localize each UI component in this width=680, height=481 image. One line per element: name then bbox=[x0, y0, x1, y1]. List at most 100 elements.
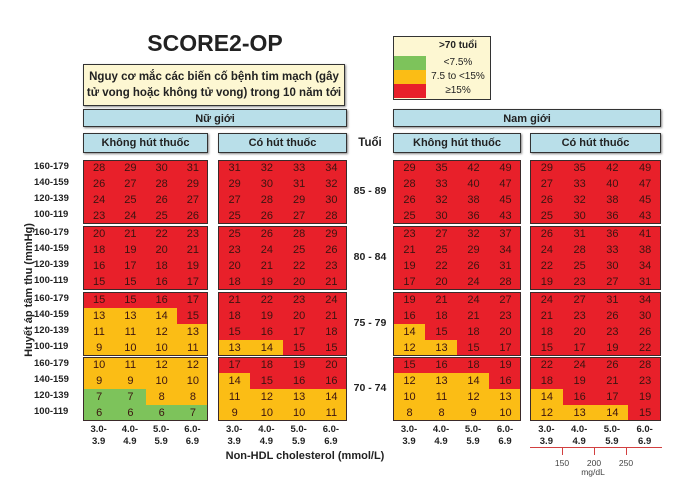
risk-cell: 17 bbox=[562, 340, 597, 355]
risk-cell: 24 bbox=[250, 242, 284, 258]
risk-cell: 24 bbox=[314, 293, 346, 308]
risk-cell: 14 bbox=[531, 389, 564, 405]
risk-cell: 21 bbox=[425, 293, 458, 308]
mg-dl-scale-line bbox=[530, 447, 662, 448]
risk-cell: 14 bbox=[394, 324, 426, 340]
risk-cell: 16 bbox=[84, 258, 116, 274]
male-nonsmoker-header: Không hút thuốc bbox=[393, 133, 521, 153]
risk-cell: 40 bbox=[457, 176, 490, 192]
risk-cell: 18 bbox=[314, 324, 346, 340]
risk-cell: 16 bbox=[562, 389, 597, 405]
risk-cell: 21 bbox=[176, 242, 207, 258]
sbp-row-label: 120-139 bbox=[34, 259, 69, 270]
risk-cell: 20 bbox=[489, 324, 520, 340]
risk-cell: 26 bbox=[457, 258, 490, 274]
risk-cell: 31 bbox=[595, 293, 630, 308]
risk-cell: 22 bbox=[531, 258, 564, 274]
x-tick-label: 3.0- 3.9 bbox=[225, 424, 243, 447]
risk-cell: 28 bbox=[489, 274, 520, 289]
risk-cell: 15 bbox=[219, 324, 252, 340]
risk-cell: 21 bbox=[219, 293, 252, 308]
risk-cell: 24 bbox=[457, 293, 490, 308]
risk-cell: 29 bbox=[314, 227, 346, 242]
risk-cell: 9 bbox=[219, 405, 252, 420]
age-group-label: 85 - 89 bbox=[353, 185, 387, 197]
sbp-row-label: 120-139 bbox=[34, 390, 69, 401]
x-tick-label: 4.0- 4.9 bbox=[258, 424, 275, 447]
risk-cell: 19 bbox=[562, 373, 597, 389]
risk-cell: 18 bbox=[84, 242, 116, 258]
male-smoker-header: Có hút thuốc bbox=[530, 133, 661, 153]
risk-cell: 25 bbox=[145, 208, 178, 223]
risk-cell: 47 bbox=[628, 176, 660, 192]
x-tick-label: 3.0- 3.9 bbox=[400, 424, 418, 447]
risk-cell: 15 bbox=[176, 308, 207, 324]
risk-cell: 14 bbox=[250, 340, 284, 355]
risk-cell: 43 bbox=[628, 208, 660, 223]
risk-cell: 11 bbox=[219, 389, 252, 405]
risk-cell: 11 bbox=[114, 324, 147, 340]
risk-cell: 20 bbox=[314, 358, 346, 373]
risk-cell: 20 bbox=[282, 274, 316, 289]
risk-cell: 18 bbox=[457, 358, 490, 373]
risk-cell: 26 bbox=[595, 358, 630, 373]
sbp-row-label: 140-159 bbox=[34, 243, 69, 254]
chart-title: SCORE2-OP bbox=[147, 30, 283, 56]
risk-cell: 10 bbox=[176, 373, 207, 389]
risk-cell: 36 bbox=[595, 227, 630, 242]
risk-cell: 22 bbox=[145, 227, 178, 242]
risk-cell: 13 bbox=[425, 373, 458, 389]
risk-cell: 11 bbox=[114, 358, 147, 373]
risk-cell: 27 bbox=[595, 274, 630, 289]
mg-dl-tick bbox=[562, 447, 563, 455]
risk-cell: 19 bbox=[176, 258, 207, 274]
sbp-row-label: 120-139 bbox=[34, 325, 69, 336]
risk-cell: 20 bbox=[562, 324, 597, 340]
risk-block-female-smoker-age-2: 21 22 23 24 18 19 20 21 15 16 17 18 13 14 15 15 bbox=[218, 292, 347, 356]
legend-label: <7.5% bbox=[443, 57, 473, 68]
risk-cell: 28 bbox=[314, 208, 346, 223]
x-tick-label: 3.0- 3.9 bbox=[90, 424, 107, 447]
risk-cell: 32 bbox=[457, 227, 490, 242]
risk-cell: 10 bbox=[489, 405, 520, 420]
risk-cell: 34 bbox=[489, 242, 520, 258]
risk-cell: 21 bbox=[457, 308, 490, 324]
risk-cell: 28 bbox=[282, 227, 316, 242]
sbp-row-label: 160-179 bbox=[34, 227, 69, 238]
risk-cell: 37 bbox=[489, 227, 520, 242]
risk-block-male-smoker-age-0: 29 35 42 49 27 33 40 47 26 32 38 45 25 30 36 43 bbox=[530, 160, 661, 224]
risk-cell: 24 bbox=[531, 242, 564, 258]
risk-cell: 33 bbox=[562, 176, 597, 192]
risk-cell: 35 bbox=[425, 161, 458, 176]
risk-cell: 8 bbox=[176, 389, 207, 405]
risk-cell: 49 bbox=[628, 161, 660, 176]
risk-cell: 21 bbox=[114, 227, 147, 242]
legend-label: ≥15% bbox=[445, 85, 471, 96]
risk-cell: 30 bbox=[250, 176, 284, 192]
sbp-row-label: 100-119 bbox=[34, 209, 69, 220]
risk-cell: 26 bbox=[145, 192, 178, 208]
sbp-row-label: 120-139 bbox=[34, 193, 69, 204]
risk-cell: 17 bbox=[114, 258, 147, 274]
risk-cell: 13 bbox=[562, 405, 597, 420]
risk-cell: 38 bbox=[457, 192, 490, 208]
risk-cell: 12 bbox=[250, 389, 284, 405]
female-header: Nữ giới bbox=[83, 109, 347, 127]
risk-cell: 19 bbox=[394, 258, 426, 274]
risk-cell: 16 bbox=[489, 373, 520, 389]
sbp-row-label: 160-179 bbox=[34, 161, 69, 172]
risk-cell: 9 bbox=[457, 405, 490, 420]
risk-cell: 16 bbox=[145, 274, 178, 289]
risk-cell: 33 bbox=[282, 161, 316, 176]
risk-block-female-smoker-age-0: 31 32 33 34 29 30 31 32 27 28 29 30 25 26 27 28 bbox=[218, 160, 347, 224]
risk-cell: 29 bbox=[531, 161, 564, 176]
risk-cell: 17 bbox=[595, 389, 630, 405]
risk-cell: 13 bbox=[84, 308, 116, 324]
risk-cell: 20 bbox=[84, 227, 116, 242]
risk-cell: 17 bbox=[489, 340, 520, 355]
age-group-label: 80 - 84 bbox=[353, 251, 387, 263]
risk-cell: 26 bbox=[595, 308, 630, 324]
risk-cell: 15 bbox=[114, 274, 147, 289]
risk-cell: 36 bbox=[595, 208, 630, 223]
risk-cell: 31 bbox=[562, 227, 597, 242]
